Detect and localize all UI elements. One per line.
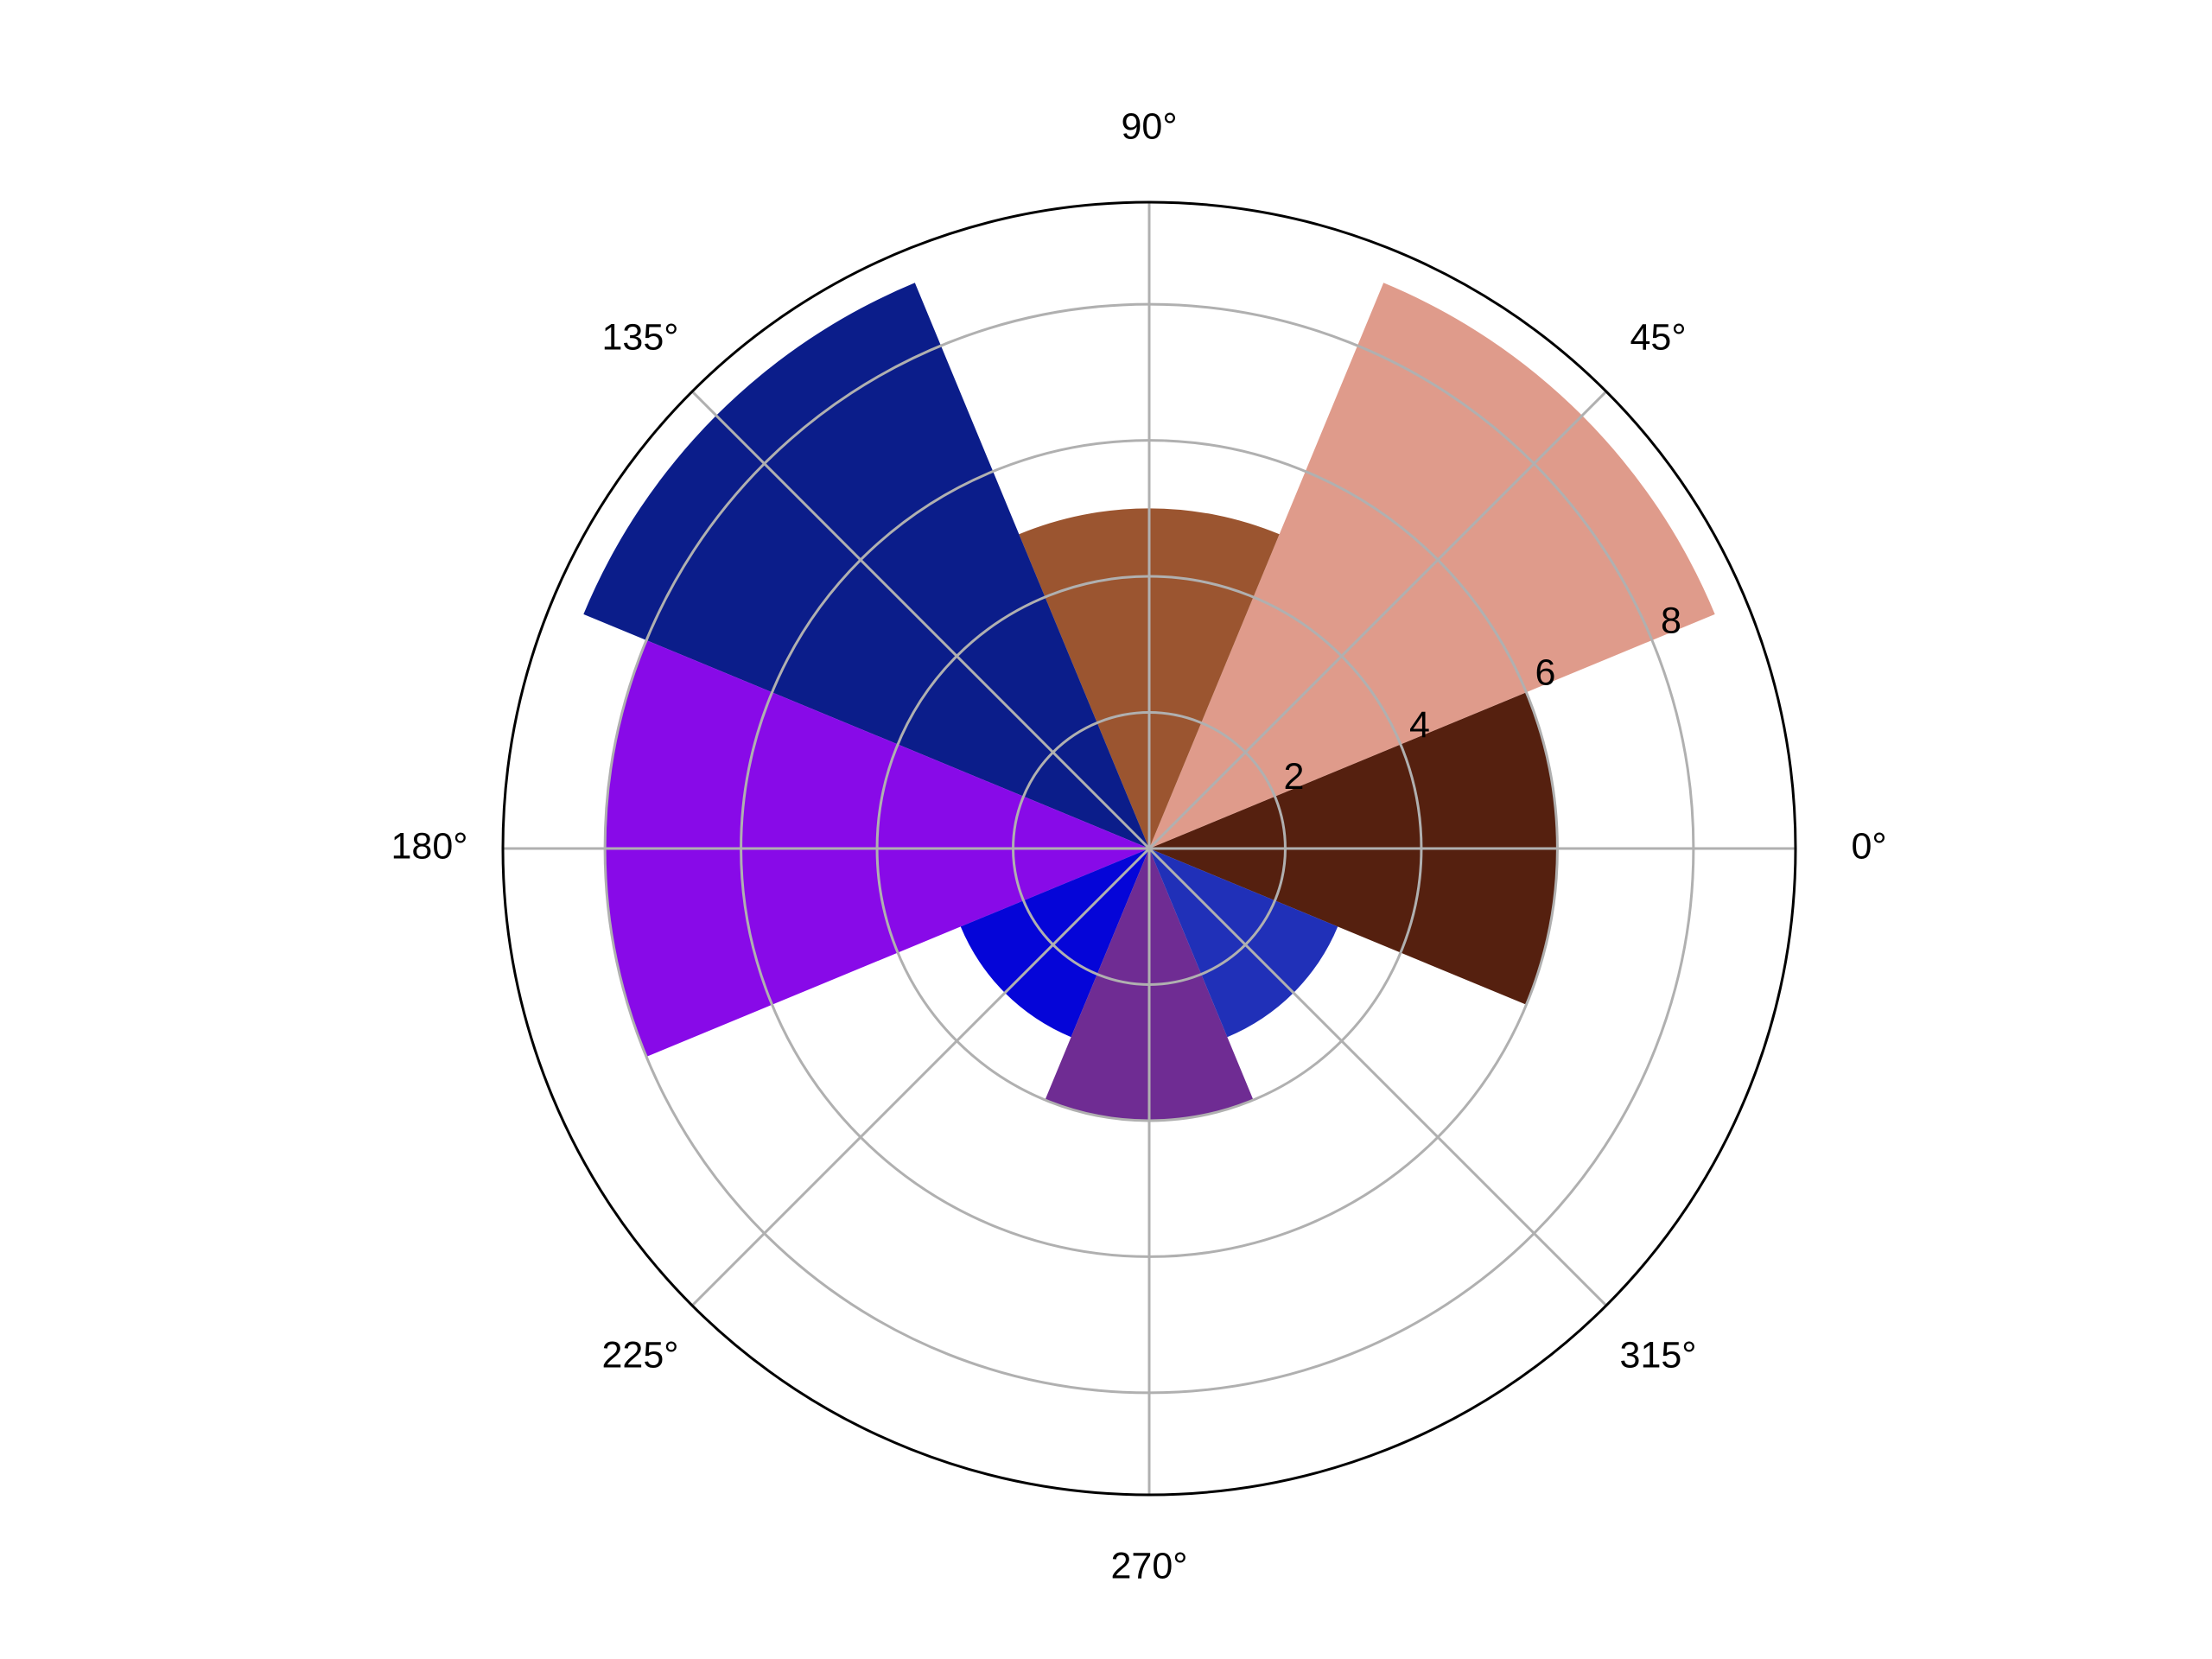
x-tick-label: 0° [1851, 825, 1886, 867]
x-tick-label: 270° [1111, 1545, 1188, 1586]
x-tick-label: 180° [391, 825, 468, 867]
y-tick-label: 4 [1409, 704, 1430, 746]
grid-spoke [691, 391, 1151, 850]
x-tick-label: 225° [602, 1334, 679, 1376]
y-tick-label: 2 [1283, 756, 1304, 798]
grid-spoke [1147, 391, 1607, 850]
y-tick-label: 8 [1661, 600, 1681, 641]
x-tick-label: 90° [1121, 105, 1177, 147]
x-tick-label: 45° [1630, 316, 1687, 358]
grid-spoke [691, 847, 1151, 1306]
x-tick-label: 315° [1620, 1334, 1697, 1376]
grid-spoke [1147, 847, 1607, 1306]
polar-frame [501, 200, 1797, 1497]
x-tick-label: 135° [602, 316, 679, 358]
y-tick-label: 6 [1535, 652, 1555, 694]
